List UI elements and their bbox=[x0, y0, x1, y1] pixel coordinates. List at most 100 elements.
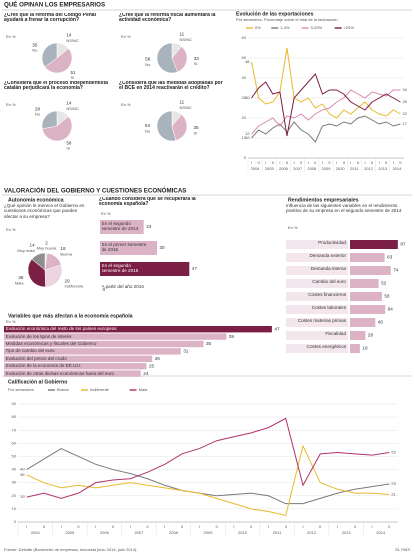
bar-label: Evolución de la economía de EE.UU. bbox=[5, 363, 82, 369]
bar-label: Fiscalidad bbox=[325, 331, 346, 337]
series-line bbox=[251, 89, 401, 135]
bar-value: 0 bbox=[103, 287, 106, 292]
bar-label-box: Evolución de la economía de EE.UU. bbox=[5, 363, 82, 369]
y-tick-label: 30 bbox=[242, 95, 247, 100]
bar-value: 30 bbox=[160, 245, 166, 250]
bar-label: En el segundo semestre de 2014 bbox=[101, 221, 139, 232]
x-tick-label: I bbox=[279, 160, 280, 165]
label-box bbox=[286, 253, 348, 262]
bar-value: 52 bbox=[381, 281, 387, 286]
bar bbox=[350, 305, 386, 314]
x-tick-label: I bbox=[350, 160, 351, 165]
bar-label-box: Costes energéticos bbox=[306, 344, 346, 350]
pie-label: No bbox=[145, 62, 151, 67]
pie-value: 56 bbox=[145, 57, 151, 62]
label-box bbox=[286, 331, 348, 340]
bar-label: Costes energéticos bbox=[306, 344, 346, 350]
bar-label: Evolución de los tipos de interés bbox=[5, 333, 72, 339]
x-tick-label: I bbox=[26, 524, 27, 529]
x-tick-label: II bbox=[385, 160, 387, 165]
label-box bbox=[286, 292, 348, 301]
x-tick-label: II bbox=[300, 160, 302, 165]
x-tick-label: II bbox=[43, 524, 45, 529]
year-label: 2012 bbox=[364, 166, 374, 171]
x-tick-label: I bbox=[372, 524, 373, 529]
bar-label: Demanda interna bbox=[310, 266, 346, 272]
pie-label: No bbox=[32, 48, 38, 53]
question-box: ¿Considera que las medidas adoptadas por… bbox=[119, 81, 223, 91]
pie-slice bbox=[171, 46, 188, 73]
x-tick-label: I bbox=[364, 160, 365, 165]
unit: En % bbox=[101, 211, 111, 216]
pie-slice bbox=[171, 114, 188, 141]
y-tick-label: 30 bbox=[12, 480, 17, 485]
unit: En % bbox=[121, 102, 131, 107]
year-label: 2007 bbox=[293, 166, 303, 171]
legend-label: Buena bbox=[57, 387, 69, 392]
bar-value: 26 bbox=[155, 356, 161, 361]
bar-label-box: Cambio del euro bbox=[312, 279, 346, 284]
bar-label: En el primer semestre de 2015 bbox=[101, 242, 147, 253]
bar-label: Costes materias primas bbox=[297, 318, 346, 324]
x-tick-label: II bbox=[319, 524, 321, 529]
year-label: 2004 bbox=[251, 166, 261, 171]
y-tick-label: 60 bbox=[12, 440, 17, 445]
x-tick-label: I bbox=[265, 160, 266, 165]
x-tick-label: II bbox=[328, 160, 330, 165]
bar-label-box: Tipo de cambio del euro bbox=[5, 348, 55, 354]
pie-value: 35 bbox=[193, 125, 199, 130]
x-tick-label: II bbox=[371, 160, 373, 165]
bar-value: 74 bbox=[393, 268, 399, 273]
bar-label: Evolución económica del resto de los paí… bbox=[5, 326, 117, 332]
y-tick-label: 0 bbox=[244, 155, 247, 160]
x-tick-label: II bbox=[216, 524, 218, 529]
x-tick-label: I bbox=[251, 160, 252, 165]
year-label: 2012 bbox=[307, 530, 317, 535]
pie-value: 33 bbox=[194, 56, 200, 61]
pie-label: Mala bbox=[15, 280, 24, 285]
source: Fuente: Deloitte (Barómetro de empresas;… bbox=[4, 547, 137, 552]
series-line bbox=[251, 115, 401, 143]
series-line bbox=[251, 73, 401, 137]
year-label: 2007 bbox=[134, 530, 144, 535]
pie-slice bbox=[156, 110, 177, 142]
pie-value: 51 bbox=[70, 70, 76, 75]
bar-value: 35 bbox=[206, 341, 212, 346]
year-label: 2004 bbox=[31, 530, 41, 535]
x-tick-label: I bbox=[95, 524, 96, 529]
pie-value: 2 bbox=[45, 240, 48, 245]
pie-slice bbox=[44, 48, 73, 74]
year-label: 2013 bbox=[378, 166, 388, 171]
unit: En % bbox=[6, 227, 16, 232]
bar-value: 47 bbox=[192, 266, 198, 271]
pie-value: 29 bbox=[65, 278, 71, 283]
y-tick-label: 50 bbox=[242, 55, 247, 60]
y-tick-label: 80 bbox=[12, 414, 17, 419]
year-label: 2006 bbox=[279, 166, 289, 171]
x-tick-label: I bbox=[302, 524, 303, 529]
year-label: 2009 bbox=[322, 166, 332, 171]
year-label: 2010 bbox=[336, 166, 346, 171]
bar-value: 47 bbox=[274, 326, 280, 331]
chart-title: Evolución de las exportaciones bbox=[236, 11, 314, 17]
data-label: 28 bbox=[402, 99, 407, 104]
pie-slice bbox=[31, 252, 46, 271]
x-tick-label: II bbox=[181, 524, 183, 529]
y-tick-label: 0 bbox=[14, 519, 17, 524]
bar bbox=[350, 240, 398, 249]
bar bbox=[350, 253, 385, 262]
bar-label: Tipo de cambio del euro bbox=[5, 348, 55, 354]
year-label: 2005 bbox=[265, 166, 275, 171]
bar-label-box: Productividad bbox=[318, 240, 346, 245]
data-label: 29 bbox=[391, 481, 396, 486]
label-box bbox=[286, 279, 348, 288]
data-label: 10 bbox=[245, 135, 250, 140]
year-label: 2014 bbox=[392, 166, 402, 171]
chart-subtitle: ¿Qué opinión le merece el Gobierno en cu… bbox=[4, 203, 85, 219]
bar-label: Evolución de otras divisas económicas fu… bbox=[5, 370, 115, 376]
legend-label: 5-25% bbox=[311, 25, 323, 30]
year-label: 2014 bbox=[376, 530, 386, 535]
pie-value: 14 bbox=[66, 33, 72, 38]
year-label: 2008 bbox=[307, 166, 317, 171]
